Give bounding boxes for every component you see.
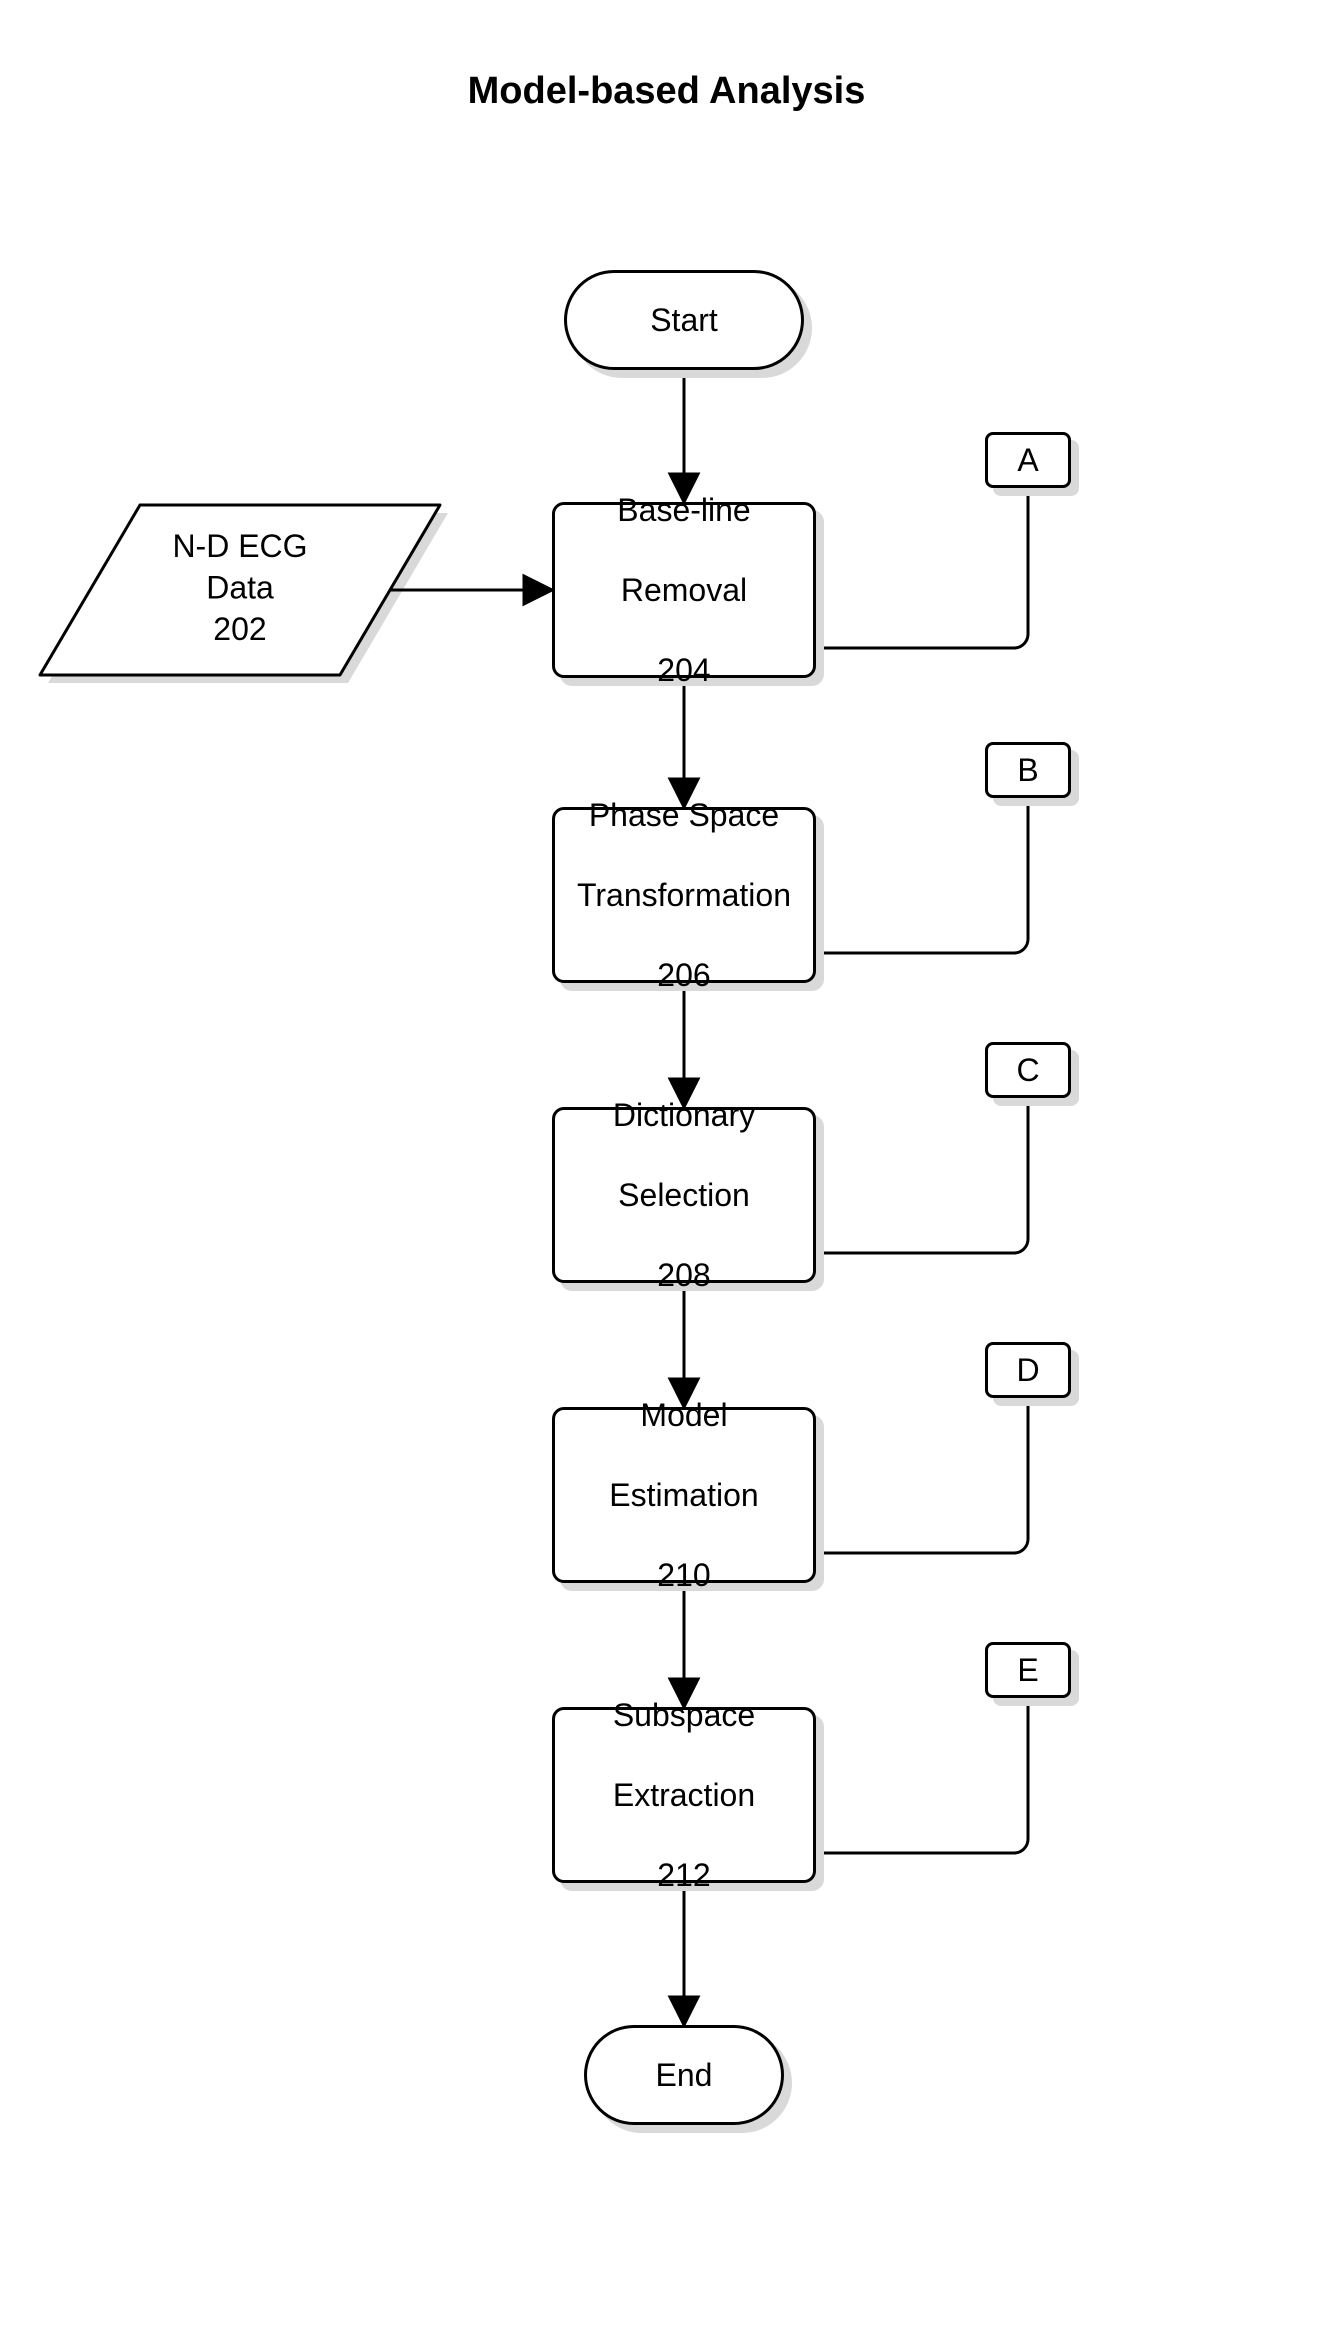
offpage-A: A xyxy=(985,432,1071,488)
node-line: Extraction xyxy=(613,1775,755,1815)
offpage-E: E xyxy=(985,1642,1071,1698)
diagram-title: Model-based Analysis xyxy=(0,70,1333,113)
node-line: Removal xyxy=(621,570,747,610)
input-line: N-D ECG xyxy=(172,528,307,564)
node-line: 204 xyxy=(657,650,710,690)
process-p210: ModelEstimation210 xyxy=(552,1407,816,1583)
offpage-B: B xyxy=(985,742,1071,798)
node-line: Model xyxy=(640,1395,727,1435)
node-line: Phase Space xyxy=(589,795,779,835)
offpage-D: D xyxy=(985,1342,1071,1398)
node-line: 208 xyxy=(657,1255,710,1295)
node-line: Base-line xyxy=(617,490,750,530)
end-node: End xyxy=(584,2025,784,2125)
process-p208: DictionarySelection208 xyxy=(552,1107,816,1283)
process-p204: Base-lineRemoval204 xyxy=(552,502,816,678)
input-line: 202 xyxy=(213,611,266,647)
node-line: 212 xyxy=(657,1855,710,1895)
input-line: Data xyxy=(206,569,274,605)
process-p212: SubspaceExtraction212 xyxy=(552,1707,816,1883)
node-line: 206 xyxy=(657,955,710,995)
process-p206: Phase SpaceTransformation206 xyxy=(552,807,816,983)
node-line: Subspace xyxy=(613,1695,755,1735)
node-line: Estimation xyxy=(609,1475,758,1515)
node-line: 210 xyxy=(657,1555,710,1595)
node-line: Transformation xyxy=(577,875,791,915)
node-line: Selection xyxy=(618,1175,750,1215)
start-node: Start xyxy=(564,270,804,370)
offpage-C: C xyxy=(985,1042,1071,1098)
node-line: Dictionary xyxy=(613,1095,755,1135)
